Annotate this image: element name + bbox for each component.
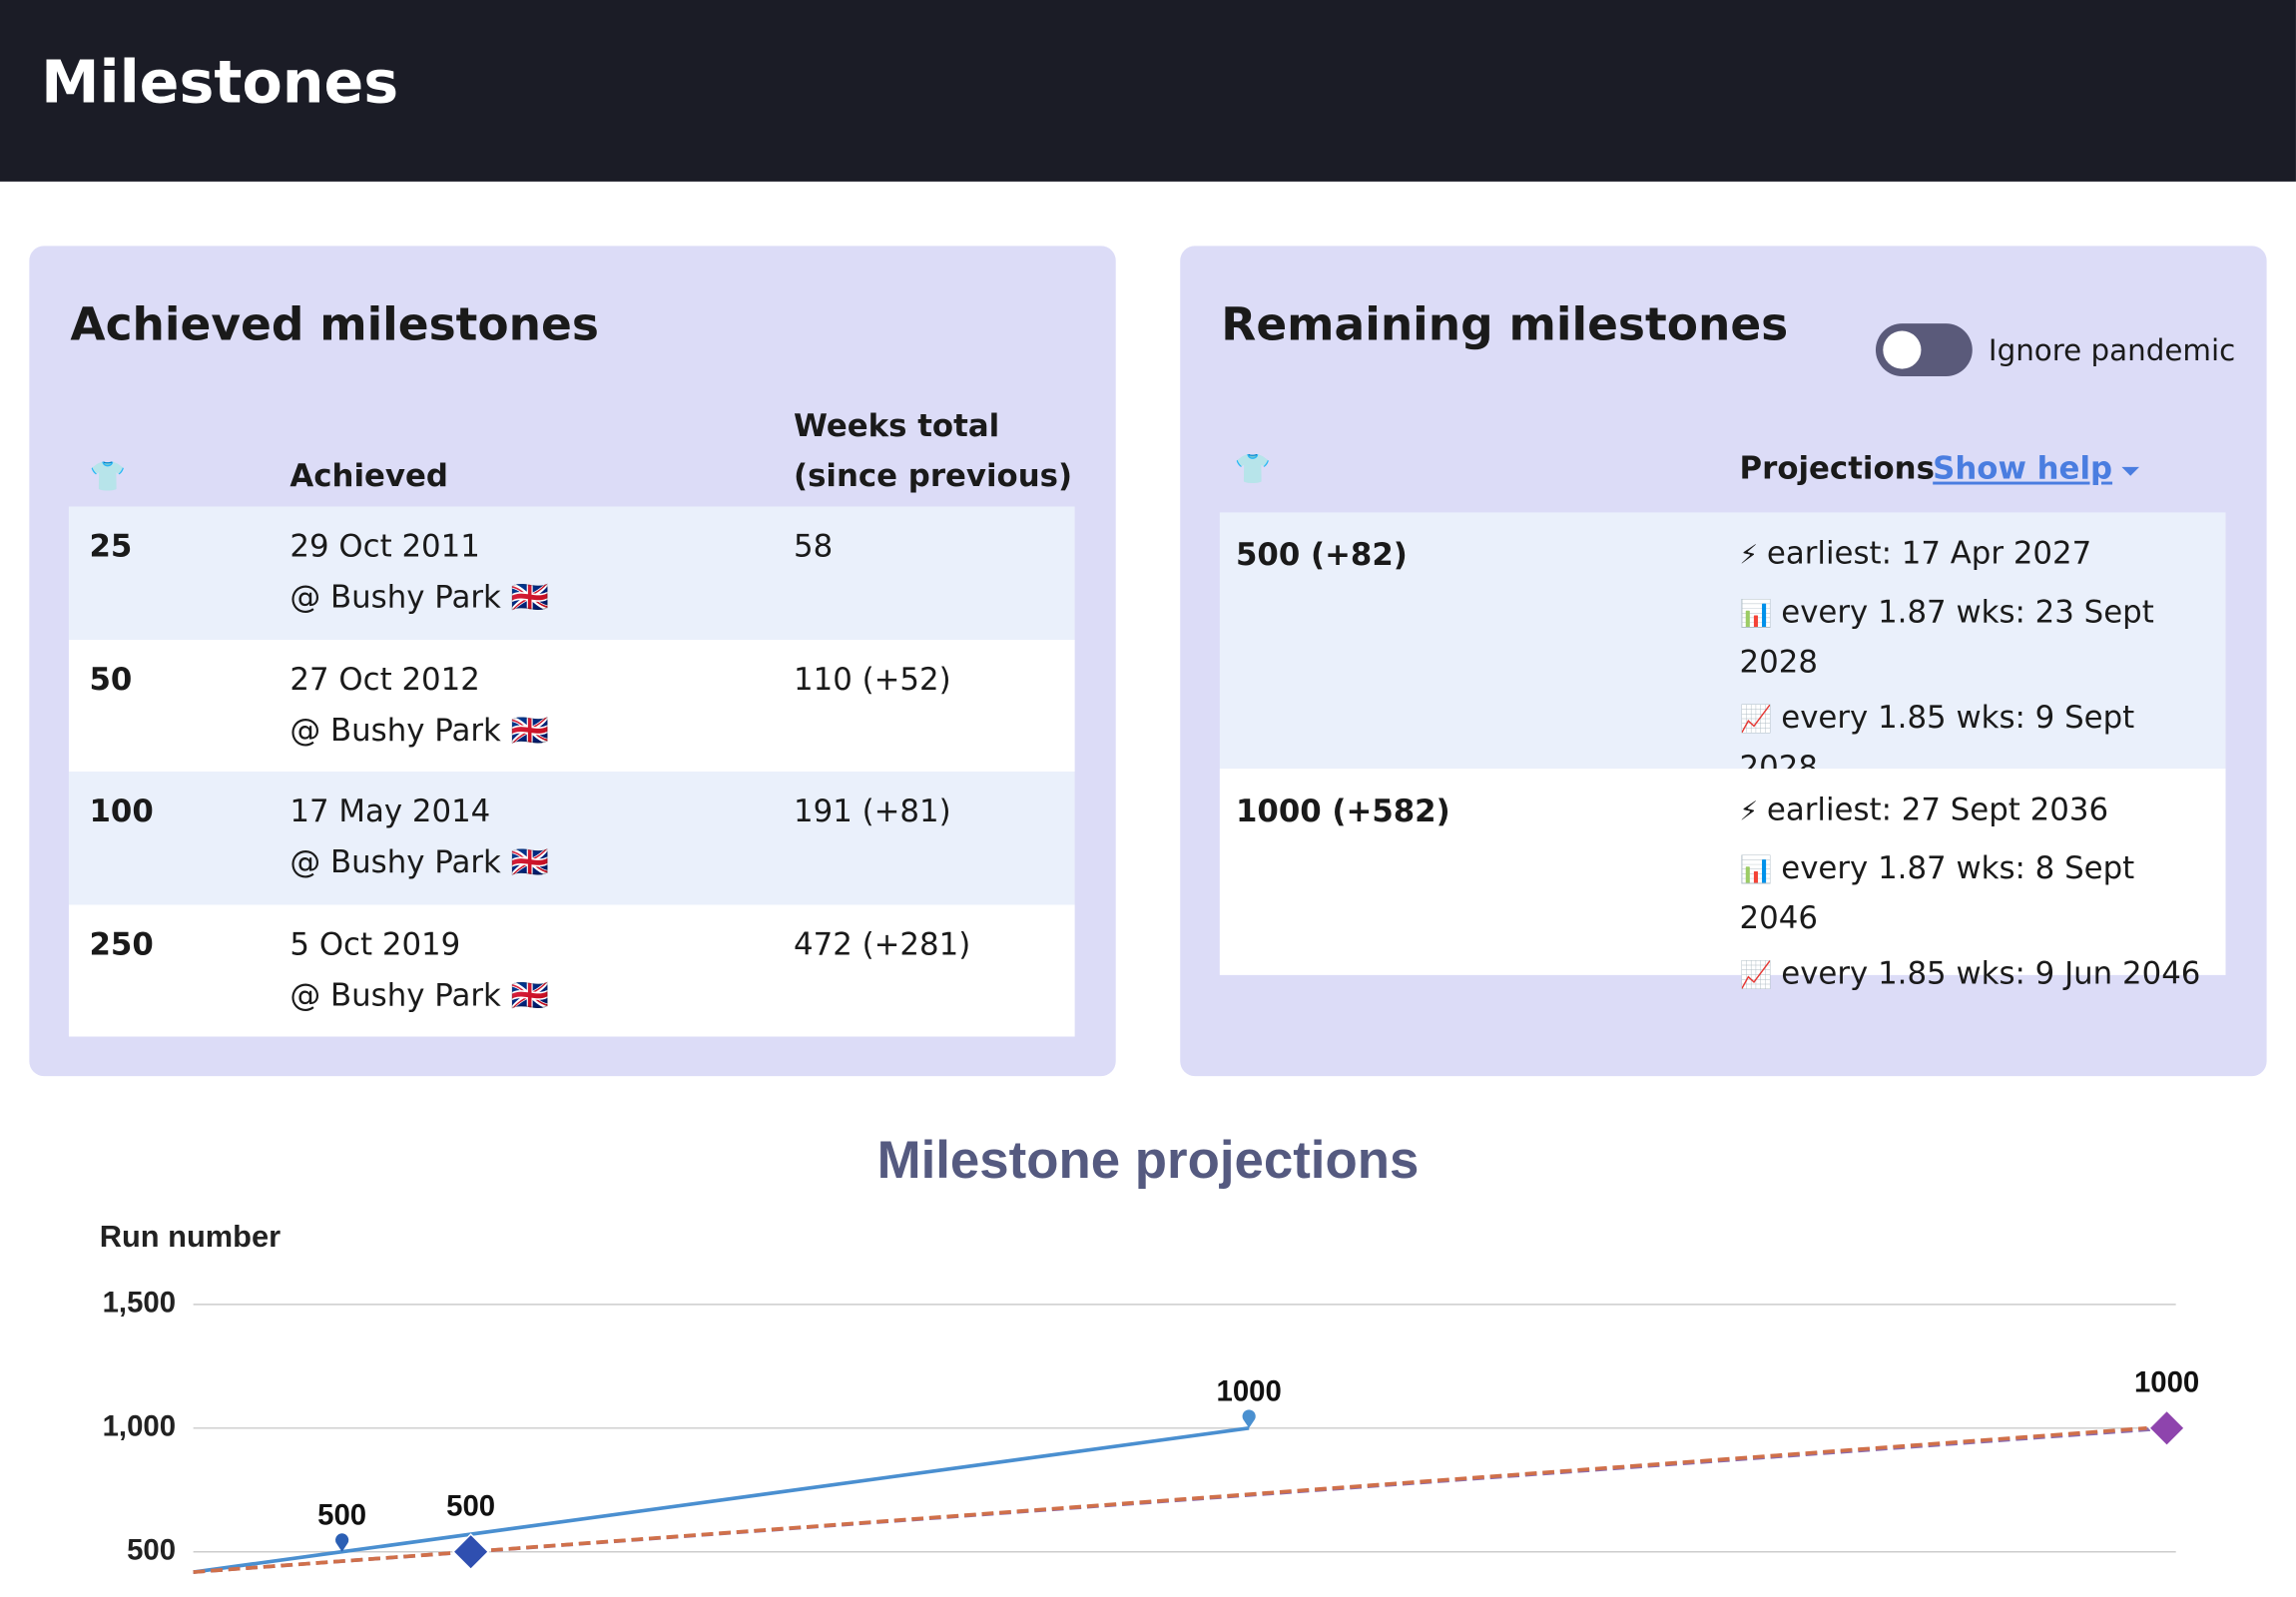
projection: ⚡ earliest: 17 Apr 2027 — [1740, 530, 2208, 580]
projection-text: every 1.87 wks: 23 Sept 2028 — [1739, 594, 2154, 680]
achieved-date: 29 Oct 2011 — [289, 528, 480, 564]
diamond-marker — [451, 1533, 490, 1571]
panel-title: Remaining milestones — [1221, 298, 1789, 352]
projection-text: every 1.87 wks: 8 Sept 2046 — [1739, 850, 2135, 936]
milestone: 500 (+82) — [1235, 537, 1408, 573]
table-row: 25 29 Oct 2011 @ Bushy Park 🇬🇧 58 — [68, 506, 1075, 640]
y-axis-title: Run number — [100, 1219, 281, 1254]
achieved-date: 5 Oct 2019 — [289, 925, 461, 961]
projection: 📊 every 1.87 wks: 23 Sept 2028 — [1740, 589, 2208, 686]
projection-icon: ⚡ — [1739, 796, 1759, 827]
remaining-panel: Remaining milestones Ignore pandemic 👕 Pr… — [1180, 246, 2267, 1077]
projection-text: every 1.85 wks: 9 Jun 2046 — [1781, 955, 2201, 992]
caret — [2120, 466, 2139, 476]
projections: ⚡ earliest: 27 Sept 2036 📊 every 1.87 wks: … — [1740, 787, 2208, 1009]
data-label: 500 — [317, 1498, 366, 1531]
table-row: 250 5 Oct 2019 @ Bushy Park 🇬🇧 472 (+281) — [68, 903, 1075, 1037]
chart-title: Milestone projections — [877, 1131, 1420, 1190]
toggle-knob — [1883, 330, 1922, 369]
projection-text: earliest: 27 Sept 2036 — [1766, 792, 2109, 827]
achieved-panel: Achieved milestones 👕 Achieved Weeks total… — [29, 246, 1116, 1077]
milestone: 250 — [89, 925, 154, 961]
y-tick-label: 1,500 — [103, 1287, 176, 1320]
table-row: 1000 (+582) ⚡ earliest: 27 Sept 2036 📊 every… — [1219, 769, 2226, 991]
column-header: Projections — [1739, 450, 1935, 486]
chart: Milestone projections Run number 1,500 1,… — [100, 1131, 2199, 1574]
projection-icon: 📊 — [1739, 598, 1773, 630]
column-header: (since previous) — [794, 458, 1073, 494]
series-line — [193, 1425, 2147, 1574]
projections: ⚡ earliest: 17 Apr 2027 📊 every 1.87 wks: 2… — [1740, 530, 2208, 799]
data-label: 500 — [446, 1489, 495, 1522]
column-header: Weeks total — [794, 408, 1000, 444]
data-label: 1000 — [2134, 1366, 2199, 1399]
milestone: 25 — [89, 528, 133, 564]
location: @ Bushy Park 🇬🇧 — [289, 579, 549, 616]
pin-marker — [335, 1533, 349, 1552]
pin-marker — [1242, 1409, 1256, 1428]
shirt-icon: 👕 — [89, 458, 127, 494]
y-tick-label: 1,000 — [103, 1410, 176, 1443]
projection-icon: 📈 — [1739, 960, 1773, 992]
table-row: 50 27 Oct 2012 @ Bushy Park 🇬🇧 110 (+52) — [68, 639, 1075, 773]
weeks-total: 472 (+281) — [794, 925, 971, 961]
weeks-total: 58 — [794, 528, 834, 564]
projection-icon: 📊 — [1739, 854, 1773, 886]
diamond-marker — [2147, 1409, 2186, 1447]
milestone: 100 — [89, 794, 154, 829]
shirt-icon: 👕 — [1234, 450, 1272, 486]
y-tick-label: 500 — [127, 1533, 176, 1566]
projection-icon: ⚡ — [1739, 540, 1759, 572]
table-header: 👕 Projections Show help — [1220, 436, 2226, 512]
location: @ Bushy Park 🇬🇧 — [289, 977, 549, 1013]
projection: 📈 every 1.85 wks: 9 Jun 2046 — [1740, 950, 2208, 1000]
achieved-date: 27 Oct 2012 — [289, 661, 480, 697]
achieved-date: 17 May 2014 — [289, 794, 491, 829]
location: @ Bushy Park 🇬🇧 — [289, 712, 549, 748]
location: @ Bushy Park 🇬🇧 — [289, 844, 549, 880]
table-row: 500 (+82) ⚡ earliest: 17 Apr 2027 📊 every 1.… — [1219, 512, 2226, 785]
weeks-total: 191 (+81) — [794, 794, 951, 829]
weeks-total: 110 (+52) — [794, 661, 951, 697]
milestone: 1000 (+582) — [1235, 794, 1450, 829]
page-title: Milestones — [41, 49, 399, 118]
projection: ⚡ earliest: 27 Sept 2036 — [1740, 787, 2208, 836]
panel-title: Achieved milestones — [70, 298, 599, 352]
data-label: 1000 — [1217, 1374, 1282, 1407]
projection-icon: 📈 — [1739, 704, 1773, 736]
milestone: 50 — [89, 661, 133, 697]
header: Milestones — [0, 0, 2296, 182]
table-row: 100 17 May 2014 @ Bushy Park 🇬🇧 191 (+81) — [68, 772, 1075, 904]
show-help-link[interactable]: Show help — [1933, 443, 2140, 494]
column-header: Achieved — [289, 458, 448, 494]
pandemic-toggle[interactable] — [1875, 323, 1973, 376]
toggle-label[interactable]: Ignore pandemic — [1988, 331, 2236, 368]
projection: 📊 every 1.87 wks: 8 Sept 2046 — [1740, 844, 2208, 941]
projection-text: earliest: 17 Apr 2027 — [1766, 535, 2092, 572]
table-header: 👕 Achieved Weeks total (since previous) — [69, 392, 1075, 506]
